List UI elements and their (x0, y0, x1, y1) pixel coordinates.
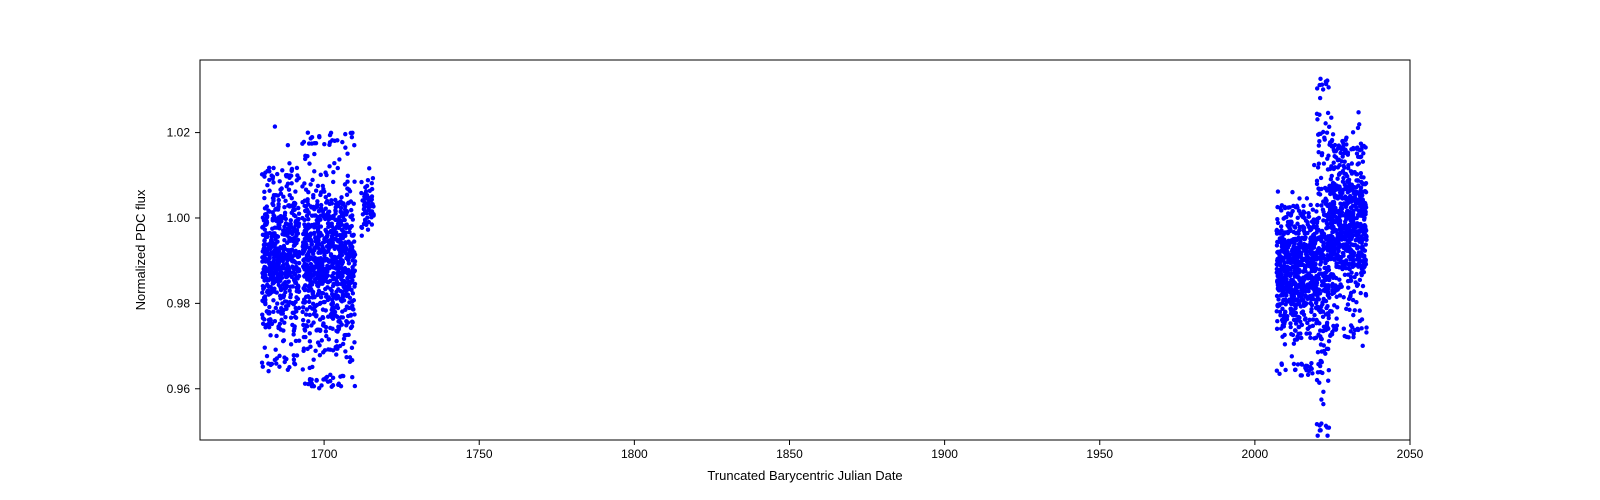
x-tick-label: 1950 (1086, 447, 1113, 461)
x-tick-label: 2000 (1242, 447, 1269, 461)
y-axis-label: Normalized PDC flux (133, 189, 148, 310)
lightcurve-chart: 1700 1750 1800 1850 1900 1950 2000 2050 0.96 0.98… (0, 0, 1600, 500)
chart-svg: 1700 1750 1800 1850 1900 1950 2000 2050 0.96 0.98… (0, 0, 1600, 500)
x-tick-label: 1800 (621, 447, 648, 461)
y-tick-label: 0.98 (167, 296, 191, 310)
y-tick-label: 1.00 (167, 211, 191, 225)
x-tick-label: 1900 (931, 447, 958, 461)
x-tick-label: 2050 (1397, 447, 1424, 461)
x-tick-label: 1700 (311, 447, 338, 461)
y-tick-label: 0.96 (167, 382, 191, 396)
x-tick-label: 1750 (466, 447, 493, 461)
x-axis-label: Truncated Barycentric Julian Date (707, 468, 902, 483)
y-tick-label: 1.02 (167, 126, 191, 140)
x-tick-label: 1850 (776, 447, 803, 461)
